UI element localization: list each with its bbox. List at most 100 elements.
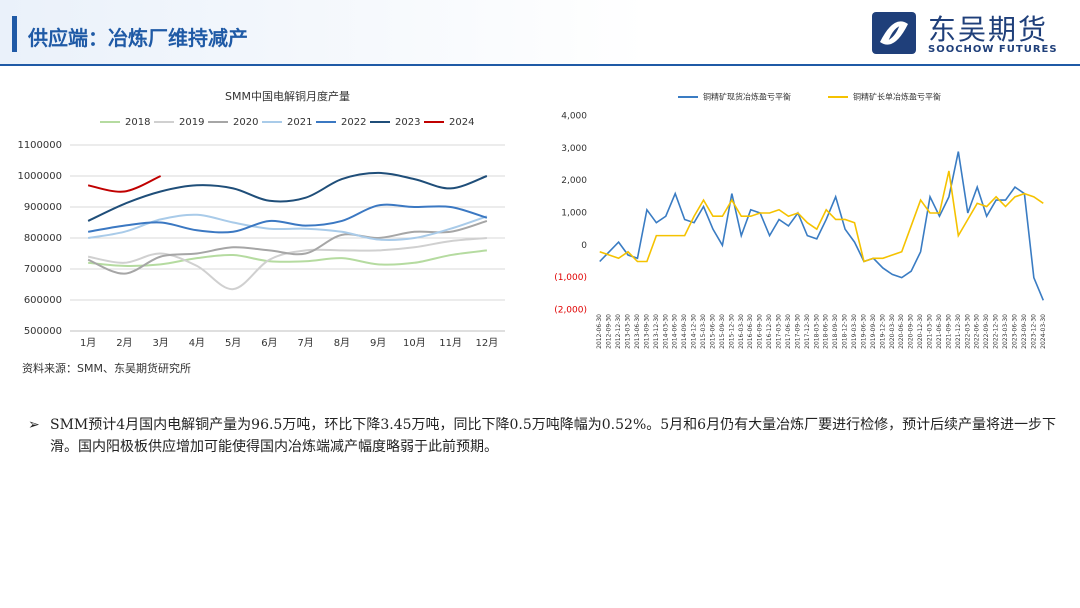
y-tick-label: 900000 xyxy=(24,202,62,213)
x-tick-label: 5月 xyxy=(225,337,241,349)
x-tick-label: 2019-03-30 xyxy=(851,314,858,349)
x-tick-label: 10月 xyxy=(403,337,426,349)
y-tick-label: 3,000 xyxy=(561,144,587,154)
x-tick-label: 2012-06-30 xyxy=(596,314,603,349)
y-tick-label: 4,000 xyxy=(561,112,587,122)
y-tick-label: 700000 xyxy=(24,264,62,275)
x-tick-label: 2022-09-30 xyxy=(983,314,990,349)
y-tick-label: (1,000) xyxy=(554,273,587,283)
legend-label: 2018 xyxy=(125,117,150,128)
x-tick-label: 2012-12-30 xyxy=(615,314,622,349)
series-line xyxy=(87,175,162,193)
y-tick-label: (2,000) xyxy=(554,306,587,316)
x-tick-label: 2023-03-30 xyxy=(1002,314,1009,349)
y-tick-label: 1000000 xyxy=(17,171,62,182)
x-tick-label: 2013-03-30 xyxy=(625,314,632,349)
legend-label: 2020 xyxy=(233,117,258,128)
legend-label: 2019 xyxy=(179,117,204,128)
legend-label: 铜精矿长单冶炼盈亏平衡 xyxy=(853,92,941,102)
series-line xyxy=(87,219,488,275)
slide-title: 供应端：冶炼厂维持减产 xyxy=(28,26,248,50)
x-tick-label: 2014-06-30 xyxy=(672,314,679,349)
y-tick-label: 2,000 xyxy=(561,176,587,186)
x-tick-label: 2023-09-30 xyxy=(1021,314,1028,349)
x-tick-label: 6月 xyxy=(261,337,277,349)
logo-icon xyxy=(872,12,916,54)
logo-en: SOOCHOW FUTURES xyxy=(928,44,1058,55)
x-tick-label: 4月 xyxy=(189,337,205,349)
x-tick-label: 2020-12-30 xyxy=(917,314,924,349)
x-tick-label: 2021-12-30 xyxy=(955,314,962,349)
x-tick-label: 2014-03-30 xyxy=(662,314,669,349)
series-line xyxy=(87,171,488,222)
logo: 东吴期货 SOOCHOW FUTURES xyxy=(870,8,1070,58)
y-tick-label: 800000 xyxy=(24,233,62,244)
x-tick-label: 2020-06-30 xyxy=(898,314,905,349)
x-tick-label: 2015-12-30 xyxy=(728,314,735,349)
x-tick-label: 2015-03-30 xyxy=(700,314,707,349)
x-tick-label: 2018-06-30 xyxy=(823,314,830,349)
x-tick-label: 2018-09-30 xyxy=(832,314,839,349)
x-tick-label: 2013-06-30 xyxy=(634,314,641,349)
x-tick-label: 2017-03-30 xyxy=(776,314,783,349)
x-tick-label: 2015-09-30 xyxy=(719,314,726,349)
x-tick-label: 2022-06-30 xyxy=(974,314,981,349)
x-tick-label: 3月 xyxy=(152,337,168,349)
x-tick-label: 2017-09-30 xyxy=(794,314,801,349)
x-tick-label: 2017-12-30 xyxy=(804,314,811,349)
x-tick-label: 2013-12-30 xyxy=(653,314,660,349)
x-tick-label: 2019-12-30 xyxy=(879,314,886,349)
x-tick-label: 2014-09-30 xyxy=(681,314,688,349)
y-tick-label: 1,000 xyxy=(561,209,587,219)
x-tick-label: 2021-09-30 xyxy=(945,314,952,349)
series-line xyxy=(599,151,1045,301)
bullet-text: SMM预计4月国内电解铜产量为96.5万吨，环比下降3.45万吨，同比下降0.5… xyxy=(28,414,1080,458)
y-tick-label: 0 xyxy=(581,241,587,251)
x-tick-label: 2016-06-30 xyxy=(747,314,754,349)
x-tick-label: 2020-09-30 xyxy=(908,314,915,349)
series-line xyxy=(87,203,488,234)
x-tick-label: 2022-12-30 xyxy=(993,314,1000,349)
legend-label: 2021 xyxy=(287,117,312,128)
x-tick-label: 2016-09-30 xyxy=(757,314,764,349)
logo-cn: 东吴期货 xyxy=(928,13,1049,46)
header: 供应端：冶炼厂维持减产 东吴期货 SOOCHOW FUTURES xyxy=(0,0,1080,66)
source: 资料来源：SMM、东吴期货研究所 xyxy=(22,362,191,375)
x-tick-label: 8月 xyxy=(334,337,350,349)
x-tick-label: 2022-03-30 xyxy=(964,314,971,349)
x-tick-label: 9月 xyxy=(370,337,386,349)
x-tick-label: 2013-09-30 xyxy=(643,314,650,349)
x-tick-label: 2024-03-30 xyxy=(1040,314,1047,349)
x-tick-label: 2023-12-30 xyxy=(1030,314,1037,349)
chart-title: SMM中国电解铜月度产量 xyxy=(225,89,350,103)
series-line xyxy=(88,249,488,267)
x-tick-label: 2018-12-30 xyxy=(842,314,849,349)
x-tick-label: 2016-12-30 xyxy=(766,314,773,349)
x-tick-label: 2月 xyxy=(116,337,132,349)
x-tick-label: 2023-06-30 xyxy=(1011,314,1018,349)
x-tick-label: 1月 xyxy=(80,337,96,349)
x-tick-label: 2021-06-30 xyxy=(936,314,943,349)
x-tick-label: 2020-03-30 xyxy=(889,314,896,349)
legend-label: 2023 xyxy=(395,117,420,128)
accent xyxy=(12,16,17,52)
y-tick-label: 1100000 xyxy=(17,140,62,151)
y-tick-label: 500000 xyxy=(24,326,62,337)
y-tick-label: 600000 xyxy=(24,295,62,306)
series-line xyxy=(599,170,1044,263)
x-tick-label: 2017-06-30 xyxy=(785,314,792,349)
legend-label: 铜精矿现货冶炼盈亏平衡 xyxy=(703,92,791,102)
x-tick-label: 2014-12-30 xyxy=(691,314,698,349)
x-tick-label: 2012-09-30 xyxy=(606,314,613,349)
x-tick-label: 7月 xyxy=(297,337,313,349)
series-line xyxy=(87,213,488,241)
legend-label: 2024 xyxy=(449,117,474,128)
x-tick-label: 2015-06-30 xyxy=(709,314,716,349)
x-tick-label: 2019-06-30 xyxy=(860,314,867,349)
x-tick-label: 12月 xyxy=(476,337,499,349)
x-tick-label: 2019-09-30 xyxy=(870,314,877,349)
x-tick-label: 2018-03-30 xyxy=(813,314,820,349)
